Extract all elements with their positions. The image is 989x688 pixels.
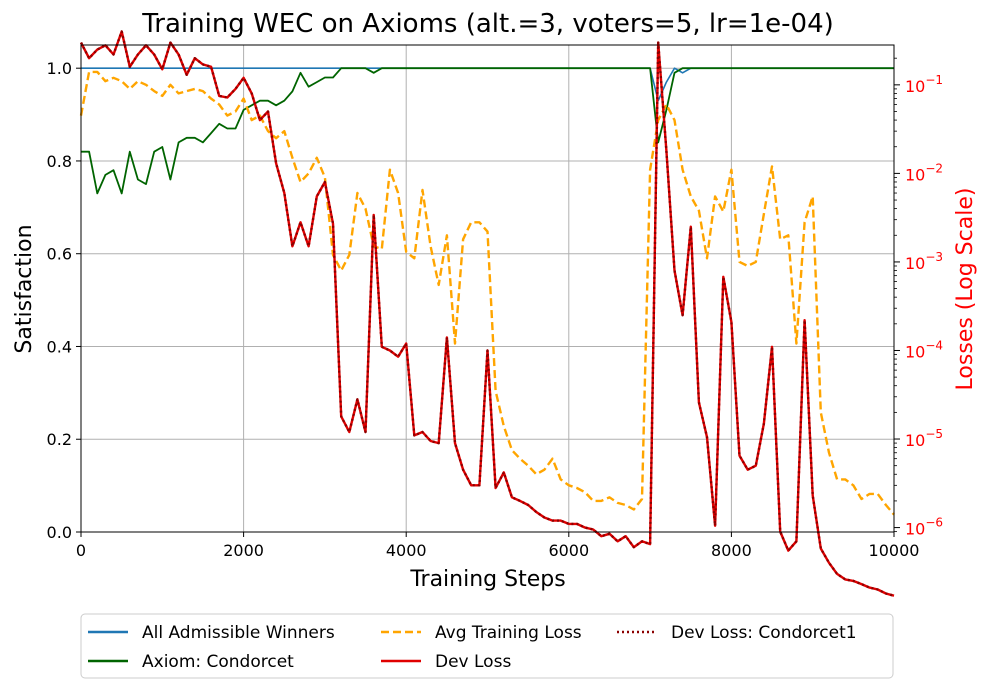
y-right-tick-label: 10−2 xyxy=(905,161,943,184)
x-tick-label: 4000 xyxy=(386,541,427,560)
chart-title: Training WEC on Axioms (alt.=3, voters=5… xyxy=(141,9,834,39)
legend-item: Axiom: Condorcet xyxy=(88,652,294,672)
x-tick-label: 8000 xyxy=(711,541,752,560)
x-tick-label: 2000 xyxy=(223,541,264,560)
y-right-axis-label: Losses (Log Scale) xyxy=(953,188,978,391)
x-tick-label: 6000 xyxy=(548,541,589,560)
series-avg-training-loss xyxy=(79,70,895,516)
y-left-axis-label: Satisfaction xyxy=(12,224,37,353)
y-right-tick-label: 10−4 xyxy=(905,338,943,361)
y-left-tick-label: 0.4 xyxy=(47,337,72,356)
series-dev-loss-condorcet1 xyxy=(79,30,895,597)
y-right-tick-label: 10−1 xyxy=(905,73,943,96)
y-right-tick-label: 10−3 xyxy=(905,250,943,273)
x-tick-label: 10000 xyxy=(869,541,920,560)
y-left-tick-label: 0.2 xyxy=(47,430,72,449)
y-right-tick-label: 10−5 xyxy=(905,427,943,450)
y-left-tick-label: 1.0 xyxy=(47,59,72,78)
legend-items: All Admissible Winners Axiom: Condorcet Av… xyxy=(88,623,857,672)
series-axiom-condorcet xyxy=(81,67,894,195)
legend-item: Dev Loss: Condorcet1 xyxy=(617,623,857,643)
plot-frame xyxy=(80,44,895,533)
legend-item: Dev Loss xyxy=(381,652,511,672)
legend-item: All Admissible Winners xyxy=(88,623,335,643)
legend-label: Dev Loss xyxy=(435,652,511,672)
grid xyxy=(80,45,895,533)
y-left-tick-label: 0.0 xyxy=(47,523,72,542)
legend-label: All Admissible Winners xyxy=(142,623,335,643)
series-dev-loss xyxy=(79,30,895,597)
x-tick-label: 0 xyxy=(76,541,86,560)
axes: 0 2000 4000 6000 8000 10000 0.0 0.2 0.4 0.6 0.8 1.0… xyxy=(47,57,943,560)
plot-series xyxy=(79,30,895,597)
series-all-admissible-winners xyxy=(81,67,894,102)
legend-label: Avg Training Loss xyxy=(435,623,582,643)
y-left-tick-label: 0.8 xyxy=(47,152,72,171)
y-left-tick-label: 0.6 xyxy=(47,245,72,264)
legend-label: Axiom: Condorcet xyxy=(142,652,294,672)
legend-item: Avg Training Loss xyxy=(381,623,582,643)
legend-label: Dev Loss: Condorcet1 xyxy=(671,623,857,643)
y-right-tick-label: 10−6 xyxy=(905,516,943,539)
x-axis-label: Training Steps xyxy=(409,567,565,592)
legend: All Admissible Winners Axiom: Condorcet Av… xyxy=(80,613,894,679)
legend-frame xyxy=(80,613,894,679)
